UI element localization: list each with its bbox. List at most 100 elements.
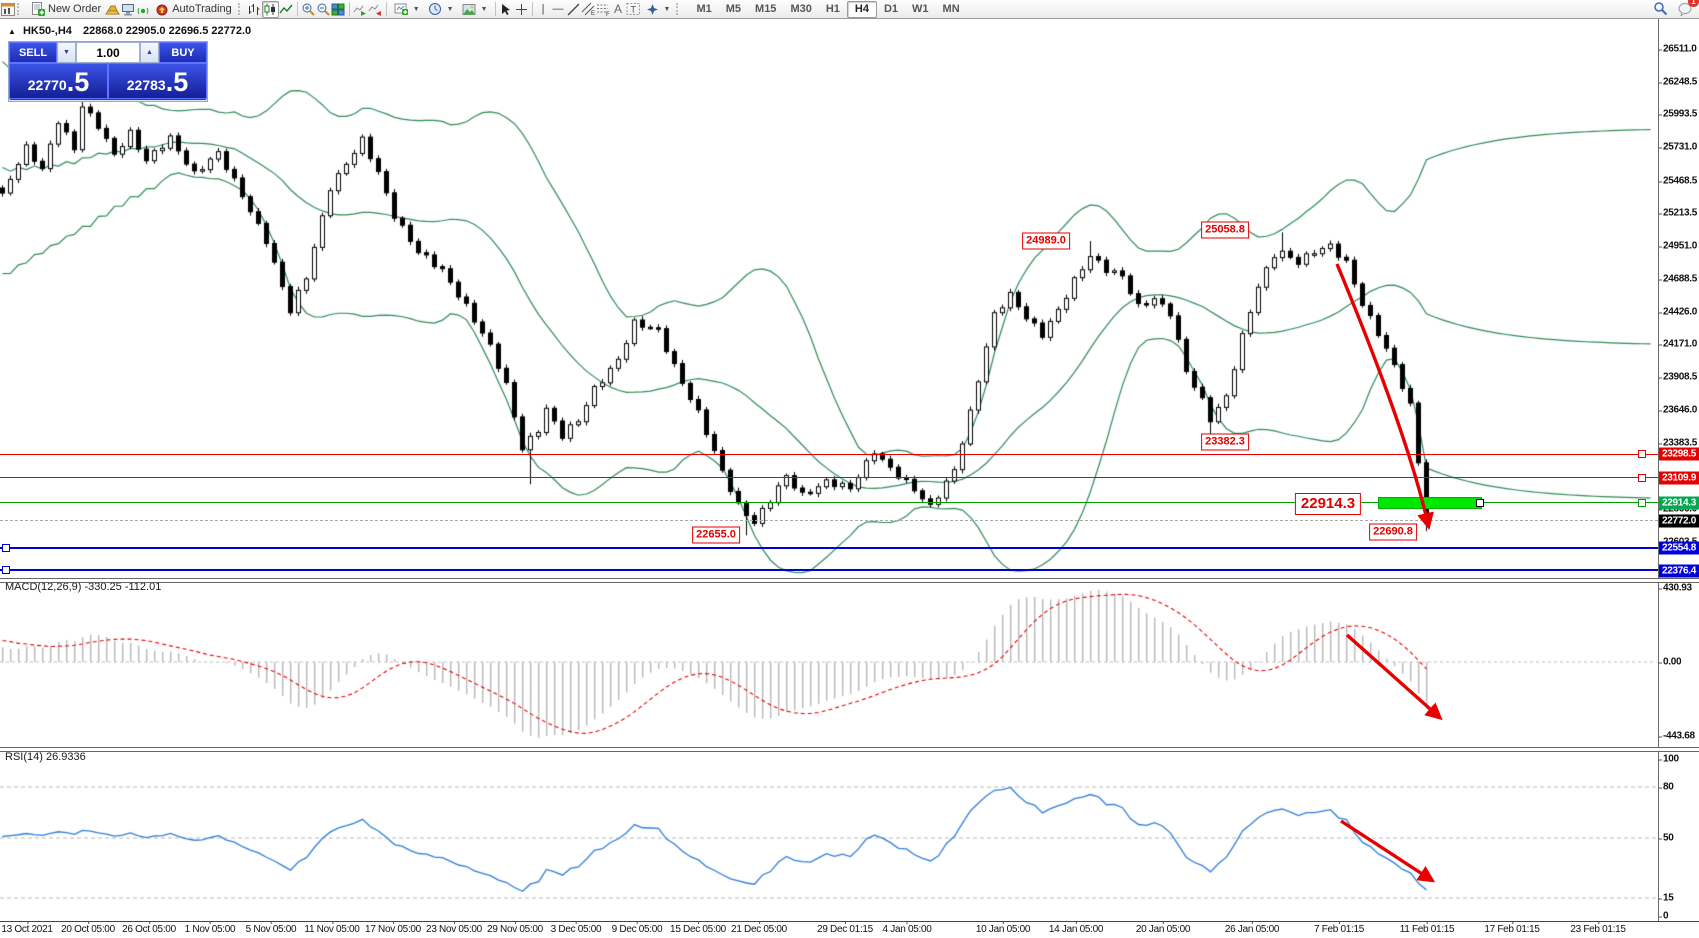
bar-chart-icon[interactable]: [247, 2, 262, 17]
buy-price-panel[interactable]: 22783 .5: [108, 63, 207, 99]
horizontal-line[interactable]: [0, 566, 1658, 575]
time-label: 14 Jan 05:00: [1048, 921, 1104, 935]
price-tick: 26248.5: [1657, 76, 1698, 88]
symbol-header[interactable]: ▲ HK50-,H4 22868.0 22905.0 22696.5 22772…: [8, 25, 251, 37]
collapse-triangle-icon[interactable]: ▲: [8, 27, 16, 36]
arrows-tool-button[interactable]: ▼: [641, 1, 675, 18]
time-label: 3 Dec 05:00: [550, 921, 602, 935]
timeframe-m30[interactable]: M30: [790, 2, 812, 15]
line-handle[interactable]: [1638, 450, 1646, 459]
buy-price-fraction: .5: [165, 67, 189, 97]
timeframe-h4[interactable]: H4: [846, 0, 877, 18]
price-tick: 25993.5: [1657, 108, 1698, 120]
chart-shift-icon[interactable]: [368, 2, 383, 17]
time-label: 17 Feb 01:15: [1484, 921, 1540, 935]
horizontal-line[interactable]: [0, 520, 1658, 522]
time-label: 7 Feb 01:15: [1313, 921, 1365, 935]
timeframe-m15[interactable]: M15: [755, 2, 777, 15]
equidistant-channel-icon[interactable]: E: [581, 2, 596, 17]
timeframe-h1[interactable]: H1: [825, 2, 840, 15]
time-label: 29 Dec 01:15: [817, 921, 873, 935]
time-label: 21 Dec 05:00: [731, 921, 787, 935]
rsi-tick: 0: [1657, 910, 1669, 922]
templates-button[interactable]: ▼: [458, 1, 492, 18]
chevron-down-icon: ▼: [663, 5, 671, 13]
horizontal-line[interactable]: [0, 498, 1658, 507]
line-handle[interactable]: [1638, 473, 1646, 482]
line-handle[interactable]: [2, 543, 10, 552]
vertical-line-icon[interactable]: |: [541, 3, 545, 15]
text-label-icon[interactable]: T: [626, 2, 641, 17]
line-handle[interactable]: [2, 566, 10, 575]
timeframe-m1[interactable]: M1: [696, 2, 712, 15]
volume-increase-button[interactable]: ▲: [140, 42, 159, 63]
time-label: 11 Nov 05:00: [304, 921, 360, 935]
macd-tick: 430.93: [1658, 582, 1692, 594]
price-tag: 22772.0: [1659, 514, 1699, 528]
trendline-icon[interactable]: [566, 2, 581, 17]
new-order-button[interactable]: New Order: [26, 1, 105, 18]
time-axis-separator: [0, 921, 1699, 922]
price-annotation[interactable]: 22690.8: [1369, 523, 1417, 541]
pane-separator-rsi[interactable]: [0, 747, 1699, 752]
timeframe-m5[interactable]: M5: [725, 2, 742, 15]
cursor-icon[interactable]: [499, 2, 514, 17]
price-annotation[interactable]: 22914.3: [1294, 493, 1362, 515]
time-label: 13 Oct 2021: [1, 921, 53, 935]
timeframe-group: M1 M5 M15 M30 H1 H4 D1 W1 MN: [689, 0, 966, 18]
candle-chart-icon[interactable]: [261, 0, 279, 18]
price-annotation[interactable]: 22655.0: [692, 526, 740, 544]
macd-indicator-label: MACD(12,26,9) -330.25 -112.01: [5, 581, 162, 593]
timeframe-d1[interactable]: D1: [883, 2, 899, 15]
text-icon[interactable]: A: [614, 2, 623, 16]
toolbar-grip: [237, 3, 245, 15]
buy-button[interactable]: BUY: [159, 42, 207, 63]
volume-input[interactable]: [76, 42, 140, 63]
time-label: 26 Oct 05:00: [122, 921, 176, 935]
price-tag: 22376.4: [1659, 564, 1699, 578]
time-label: 20 Jan 05:00: [1135, 921, 1191, 935]
horizontal-line-icon[interactable]: —: [552, 3, 564, 15]
horizontal-line[interactable]: [0, 473, 1658, 482]
profiles-button[interactable]: ▼: [424, 1, 458, 18]
time-label: 23 Nov 05:00: [426, 921, 482, 935]
new-chart-button[interactable]: ▼: [390, 1, 424, 18]
price-tick: 24951.0: [1657, 240, 1698, 252]
macd-tick: -443.68: [1658, 730, 1695, 742]
autotrading-button[interactable]: AutoTrading: [150, 1, 236, 18]
signal-icon[interactable]: [135, 2, 150, 17]
crosshair-icon[interactable]: [514, 2, 529, 17]
zoom-in-icon[interactable]: [301, 2, 316, 17]
arrows-tool-icon: [645, 2, 660, 17]
object-handle[interactable]: [1476, 499, 1484, 507]
line-handle[interactable]: [1638, 498, 1646, 507]
price-tick: 23908.5: [1657, 371, 1698, 383]
pane-separator-macd[interactable]: [0, 578, 1699, 583]
line-chart-icon[interactable]: [279, 2, 294, 17]
timeframe-mn[interactable]: MN: [942, 2, 960, 15]
fibonacci-icon[interactable]: F: [596, 2, 611, 17]
notification-badge: 1: [1688, 0, 1699, 7]
terminal-icon[interactable]: [120, 2, 135, 17]
auto-scroll-icon[interactable]: [353, 2, 368, 17]
sell-button[interactable]: SELL: [9, 42, 57, 63]
search-icon[interactable]: [1653, 1, 1668, 16]
horizontal-line[interactable]: [0, 450, 1658, 459]
symbol-ohlc: 22868.0 22905.0 22696.5 22772.0: [82, 25, 252, 37]
gold-icon[interactable]: [105, 2, 121, 17]
price-annotation[interactable]: 25058.8: [1201, 221, 1249, 239]
chevron-down-icon: ▼: [480, 5, 488, 13]
toolbar-separator: [296, 2, 298, 16]
tile-windows-icon[interactable]: [331, 2, 346, 17]
sell-price-panel[interactable]: 22770 .5: [9, 63, 108, 99]
chat-icon[interactable]: 1: [1678, 0, 1699, 16]
chart-window-icon[interactable]: [0, 2, 15, 17]
highlight-rectangle[interactable]: [1378, 497, 1484, 509]
timeframe-w1[interactable]: W1: [912, 2, 929, 15]
price-annotation[interactable]: 24989.0: [1022, 232, 1070, 250]
price-annotation[interactable]: 23382.3: [1201, 433, 1249, 451]
volume-decrease-button[interactable]: ▼: [57, 42, 76, 63]
horizontal-line[interactable]: [0, 543, 1658, 552]
zoom-out-icon[interactable]: [316, 2, 331, 17]
